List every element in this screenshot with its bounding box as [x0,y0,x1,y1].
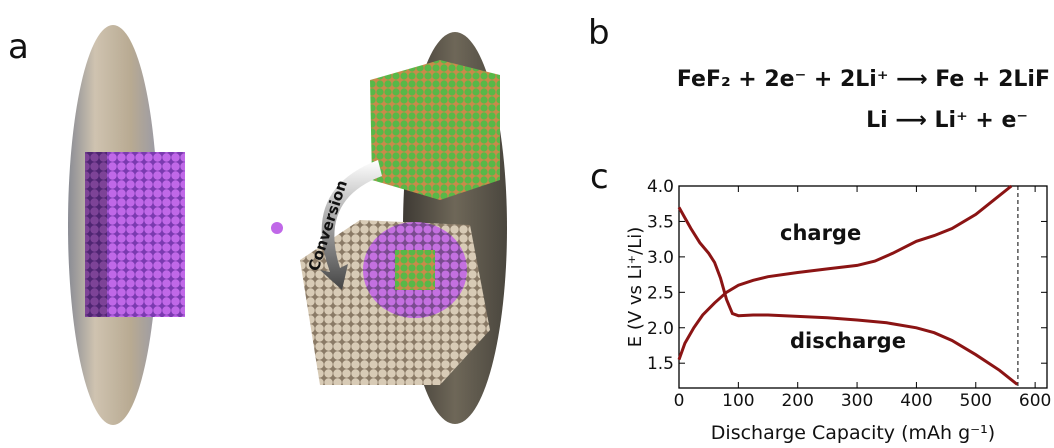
x-tick-label: 300 [841,391,873,411]
fe-core [395,250,435,290]
y-tick-label: 4.0 [647,177,674,197]
fef2-cube [370,60,500,200]
y-tick-label: 2.0 [647,319,674,339]
x-axis-label: Discharge Capacity (mAh g⁻¹) [711,422,995,444]
y-tick-label: 3.5 [647,212,674,232]
y-tick-label: 2.5 [647,283,674,303]
x-tick-label: 200 [781,391,813,411]
y-axis-label: E (V vs Li⁺/Li) [625,227,646,348]
rod-shadow [85,152,107,317]
equation: Li ⟶ Li⁺ + e⁻ [866,108,1028,133]
y-tick-label: 3.0 [647,248,674,268]
curve-label: discharge [790,329,906,353]
panel-label: a [8,27,29,67]
panel-label: c [590,157,609,197]
x-tick-label: 500 [960,391,992,411]
schematic: Conversion [68,25,507,425]
x-tick-label: 600 [1019,391,1051,411]
y-tick-label: 1.5 [647,354,674,374]
equation: FeF₂ + 2e⁻ + 2Li⁺ ⟶ Fe + 2LiF [677,67,1050,92]
li-ion [271,222,283,234]
x-tick-label: 400 [900,391,932,411]
x-tick-label: 100 [722,391,754,411]
panel-label: b [588,13,610,53]
curve-label: charge [780,221,861,245]
x-tick-label: 0 [674,391,685,411]
chart: 0 100 200 300 400 500 600 1.5 2.0 2.5 3.0 3.5 4.0 cha… [625,177,1051,444]
figure: Conversion a b c FeF₂ + 2e⁻ + 2Li⁺ ⟶ Fe … [0,0,1054,444]
